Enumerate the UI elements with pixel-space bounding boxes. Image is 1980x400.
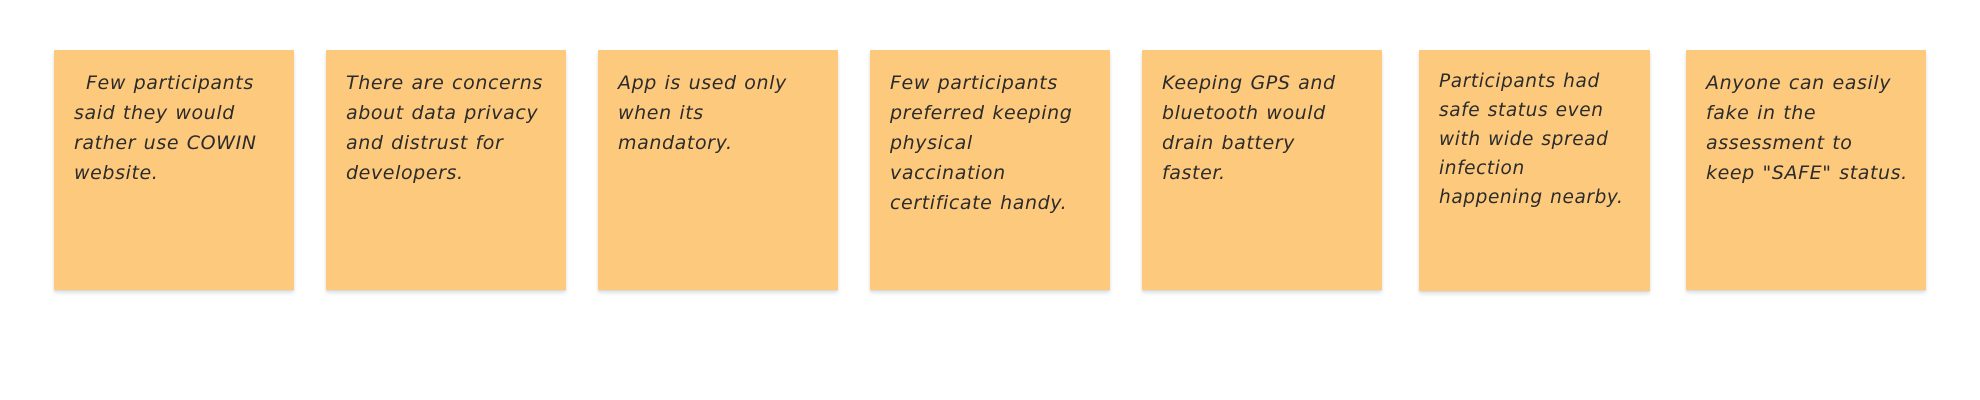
sticky-note-data-privacy[interactable]: There are concerns about data privacy an… <box>326 50 566 290</box>
sticky-note-mandatory-use[interactable]: App is used only when its mandatory. <box>598 50 838 290</box>
sticky-note-text: There are concerns about data privacy an… <box>346 72 543 184</box>
sticky-note-text: Few participants preferred keeping physi… <box>890 72 1073 214</box>
sticky-note-battery-drain[interactable]: Keeping GPS and bluetooth would drain ba… <box>1142 50 1382 290</box>
sticky-note-text: Anyone can easily fake in the assessment… <box>1706 72 1908 184</box>
sticky-note-text: Few participants said they would rather … <box>74 72 257 184</box>
sticky-note-text: Keeping GPS and bluetooth would drain ba… <box>1162 72 1336 184</box>
sticky-note-safe-status[interactable]: Participants had safe status even with w… <box>1419 50 1650 291</box>
sticky-note-cowin-website[interactable]: Few participants said they would rather … <box>54 50 294 290</box>
sticky-note-text: Participants had safe status even with w… <box>1439 71 1624 208</box>
sticky-note-physical-certificate[interactable]: Few participants preferred keeping physi… <box>870 50 1110 290</box>
sticky-note-fake-assessment[interactable]: Anyone can easily fake in the assessment… <box>1686 50 1926 290</box>
sticky-note-text: App is used only when its mandatory. <box>618 72 787 154</box>
